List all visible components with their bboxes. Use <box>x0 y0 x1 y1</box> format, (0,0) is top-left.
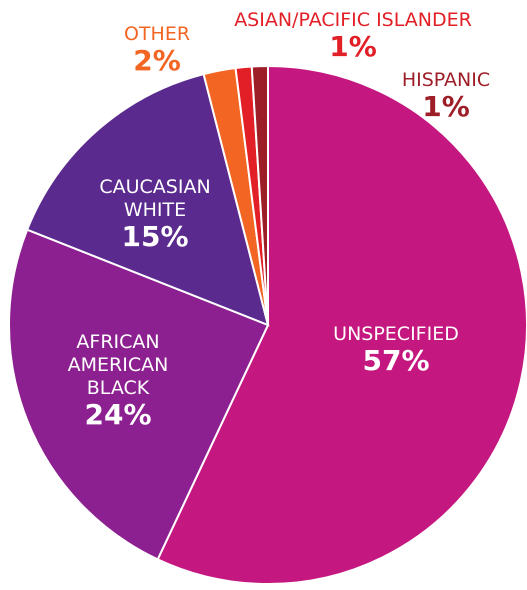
pie-slice-caucasian-white <box>25 72 270 327</box>
pie-slice-unspecified <box>156 64 527 585</box>
slice-label-caucasian-white-line-1: CAUCASIAN <box>99 176 210 198</box>
slice-percent-asian-pacific-islander: 1% <box>329 30 377 63</box>
slice-percent-other: 2% <box>133 44 181 77</box>
pie-slices <box>8 64 527 585</box>
slice-percent-african-american-black: 24% <box>84 398 151 431</box>
slice-percent-unspecified: 57% <box>362 344 429 377</box>
pie-slice-african-american-black <box>8 228 270 561</box>
slice-label-unspecified-line-1: UNSPECIFIED <box>333 323 459 345</box>
slice-label-caucasian-white-line-2: WHITE <box>124 199 186 221</box>
slice-label-african-american-black-line-2: AMERICAN <box>68 354 169 376</box>
slice-label-african-american-black-line-3: BLACK <box>87 377 150 399</box>
slice-label-hispanic-line-1: HISPANIC <box>402 69 490 91</box>
slice-label-asian-pacific-islander-line-1: ASIAN/PACIFIC ISLANDER <box>234 9 472 31</box>
slice-percent-caucasian-white: 15% <box>121 220 188 253</box>
slice-label-other-line-1: OTHER <box>124 23 190 45</box>
pie-slice-hispanic <box>250 64 269 326</box>
slice-percent-hispanic: 1% <box>422 90 470 123</box>
slice-label-african-american-black-line-1: AFRICAN <box>76 331 159 353</box>
